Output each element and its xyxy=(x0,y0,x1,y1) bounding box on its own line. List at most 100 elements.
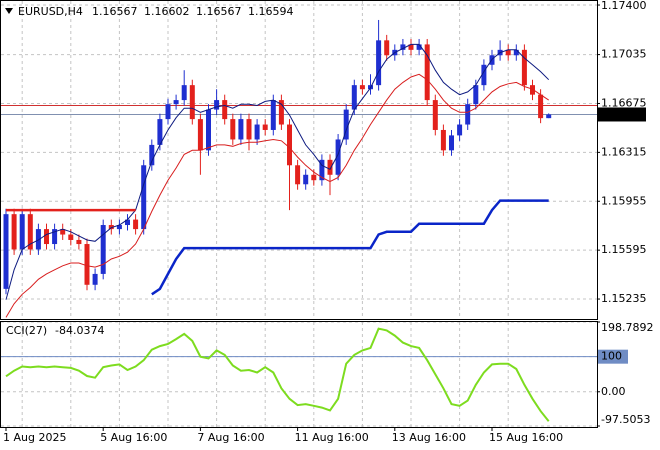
indicator-panel-frame xyxy=(0,321,598,428)
candle-body xyxy=(505,49,511,56)
y-tick-label: 198.7892 xyxy=(601,321,654,334)
candle-body xyxy=(343,109,349,140)
level-label-box xyxy=(598,349,628,364)
y-tick-label: 1.17035 xyxy=(601,48,647,61)
cci-line xyxy=(5,327,550,422)
candle-body xyxy=(76,239,82,245)
grid-layer xyxy=(1,1,597,427)
high-readout: 1.16602 xyxy=(144,5,190,18)
candle-body xyxy=(238,119,244,140)
indicator-line xyxy=(151,199,549,296)
candle-body xyxy=(319,159,325,181)
indicator-line xyxy=(5,73,549,318)
candle-body xyxy=(60,229,66,235)
y-tick-label: 1.16315 xyxy=(601,145,647,158)
candle-body xyxy=(481,64,487,86)
y-tick-label: 100 xyxy=(601,350,622,363)
x-tick-label: 13 Aug 16:00 xyxy=(392,431,466,444)
y-tick-label: -97.5053 xyxy=(601,413,650,426)
x-tick-label: 15 Aug 16:00 xyxy=(489,431,563,444)
y-tick-label: 1.16675 xyxy=(601,96,647,109)
candle-body xyxy=(246,119,252,140)
low-readout: 1.16567 xyxy=(196,5,242,18)
candle-body xyxy=(100,225,106,274)
indicator-readout: -84.0374 xyxy=(55,324,104,337)
candle-body xyxy=(254,124,260,140)
candle-body xyxy=(351,85,357,110)
candle-body xyxy=(270,100,276,130)
candle-body xyxy=(327,159,333,175)
candle-body xyxy=(457,124,463,136)
indicator-title: CCI(27) xyxy=(6,324,47,337)
candle-body xyxy=(440,129,446,151)
candle-body xyxy=(222,100,228,120)
candle-body xyxy=(11,214,17,250)
candle-body xyxy=(400,44,406,50)
symbol-title: EURUSD,H4 xyxy=(18,5,83,18)
candle-body xyxy=(206,109,211,151)
candle-body xyxy=(181,85,187,101)
candle-body xyxy=(384,40,390,56)
candle-body xyxy=(44,229,49,245)
open-readout: 1.16567 xyxy=(92,5,138,18)
candle-body xyxy=(108,225,114,230)
collapse-icon[interactable] xyxy=(5,8,13,14)
candle-body xyxy=(214,100,220,110)
candle-body xyxy=(432,100,438,130)
candle-body xyxy=(359,85,365,90)
candle-body xyxy=(230,119,236,140)
candle-body xyxy=(278,100,284,125)
candle-body xyxy=(141,165,147,230)
candle-body xyxy=(303,174,309,185)
candle-body xyxy=(27,214,33,250)
candle-body xyxy=(262,124,268,130)
candle-body xyxy=(68,234,74,240)
y-tick-label: 1.15595 xyxy=(601,243,647,256)
candle-body xyxy=(125,219,130,226)
candle-body xyxy=(19,214,25,250)
candle-body xyxy=(35,229,41,250)
candle-body xyxy=(311,174,317,181)
candle-body xyxy=(149,144,155,166)
candle-body xyxy=(295,165,301,185)
x-tick-label: 5 Aug 16:00 xyxy=(100,431,167,444)
y-tick-label: 1.17400 xyxy=(601,0,647,12)
x-tick-label: 1 Aug 2025 xyxy=(3,431,66,444)
candle-body xyxy=(92,273,98,285)
candle-body xyxy=(530,85,535,95)
candle-body xyxy=(52,229,58,245)
candle-body xyxy=(84,244,90,285)
candle-body xyxy=(408,44,414,50)
candle-body xyxy=(197,119,203,151)
x-tick-label: 7 Aug 16:00 xyxy=(197,431,264,444)
y-tick-label: 1.15955 xyxy=(601,194,647,207)
indicator-line xyxy=(5,43,550,300)
main-panel-frame xyxy=(0,0,598,320)
candle-body xyxy=(3,214,9,289)
candle-body xyxy=(165,104,171,120)
candle-body xyxy=(513,49,519,56)
y-tick-label: 1.15235 xyxy=(601,292,647,305)
candle-body xyxy=(173,100,179,105)
candle-body xyxy=(116,225,122,230)
candle-body xyxy=(133,219,139,230)
candle-body xyxy=(473,85,479,105)
candle-body xyxy=(449,135,454,151)
close-readout: 1.16594 xyxy=(248,5,294,18)
candle-body xyxy=(465,104,471,125)
candle-body xyxy=(546,114,552,119)
candle-body xyxy=(416,44,422,50)
candle-body xyxy=(376,40,382,86)
candle-body xyxy=(189,85,195,120)
candle-body xyxy=(157,119,163,145)
price-box xyxy=(598,107,646,122)
mark-layer xyxy=(1,19,597,422)
current-price-label: 1.16594 xyxy=(601,107,647,120)
candle-body xyxy=(538,94,544,119)
candle-body xyxy=(521,49,527,86)
y-tick-label: 0.00 xyxy=(601,385,626,398)
x-tick-label: 11 Aug 16:00 xyxy=(295,431,369,444)
